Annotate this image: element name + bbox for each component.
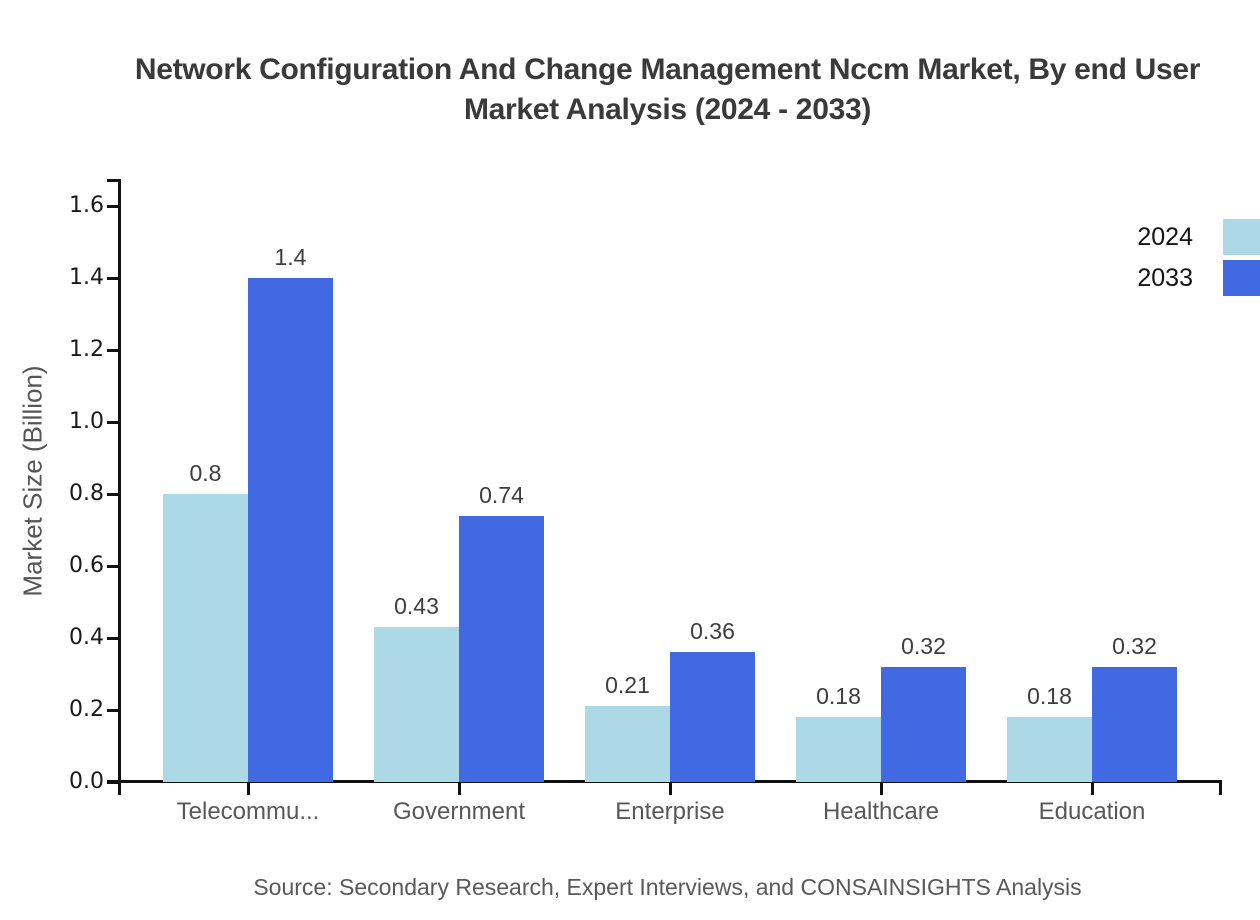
- x-tick-mark: [880, 783, 883, 795]
- y-tick-label: 0.4: [69, 625, 104, 650]
- y-tick-mark: [107, 565, 119, 568]
- bar-value-label: 0.8: [189, 460, 222, 486]
- y-tick-mark: [107, 637, 119, 640]
- x-category-label: Education: [1038, 798, 1146, 825]
- x-category-label: Telecommu...: [176, 798, 320, 825]
- bar-2033-telecommu: [248, 278, 333, 782]
- y-axis-spine: [118, 179, 121, 795]
- y-tick-label: 0.2: [69, 697, 104, 722]
- legend-item-2024: 2024: [1137, 219, 1260, 255]
- x-axis-end-cap-tick: [1219, 783, 1222, 795]
- legend: 2024 2033: [1137, 219, 1260, 296]
- bar-2033-healthcare: [881, 666, 966, 782]
- legend-label: 2024: [1137, 223, 1193, 251]
- y-tick-label: 1.4: [69, 265, 104, 290]
- bar-value-label: 0.32: [901, 632, 946, 659]
- bar-2033-government: [459, 515, 544, 782]
- y-tick-label: 0.8: [69, 481, 104, 506]
- bar-value-label: 0.21: [605, 672, 650, 699]
- x-category-label: Government: [392, 798, 526, 825]
- bar-value-label: 0.18: [816, 683, 861, 710]
- bar-value-label: 0.18: [1027, 683, 1072, 710]
- y-tick-mark: [107, 493, 119, 496]
- chart-title: Network Configuration And Change Managem…: [70, 50, 1260, 130]
- bar-2033-enterprise: [670, 652, 755, 782]
- bar-2024-government: [374, 627, 459, 782]
- y-tick-mark: [107, 205, 119, 208]
- legend-swatch: [1223, 219, 1260, 255]
- y-tick-label: 0.0: [69, 769, 104, 794]
- bar-value-label: 0.43: [394, 593, 439, 620]
- x-category-label: Enterprise: [615, 798, 725, 825]
- y-tick-label: 1.6: [69, 193, 104, 218]
- x-tick-mark: [247, 783, 250, 795]
- bar-value-label: 0.74: [479, 481, 524, 508]
- legend-label: 2033: [1137, 264, 1193, 292]
- bar-value-label: 1.4: [274, 244, 307, 270]
- bar-value-label: 0.32: [1112, 632, 1157, 659]
- y-tick-label: 1.2: [69, 337, 104, 362]
- bar-2033-education: [1092, 666, 1177, 782]
- bar-2024-enterprise: [585, 706, 670, 782]
- bar-value-label: 0.36: [690, 618, 735, 645]
- x-tick-mark: [1091, 783, 1094, 795]
- y-tick-mark: [107, 781, 119, 784]
- y-tick-mark: [107, 277, 119, 280]
- chart-title-line-2: Market Analysis (2024 - 2033): [463, 93, 872, 126]
- y-axis-top-cap-tick: [107, 179, 119, 182]
- legend-item-2033: 2033: [1137, 260, 1260, 296]
- y-tick-mark: [107, 421, 119, 424]
- source-note: Source: Secondary Research, Expert Inter…: [253, 874, 1082, 900]
- bar-2024-healthcare: [796, 717, 881, 782]
- x-tick-mark: [669, 783, 672, 795]
- legend-swatch: [1223, 260, 1260, 296]
- x-tick-mark: [458, 783, 461, 795]
- y-tick-label: 0.6: [69, 553, 104, 578]
- x-category-label: Healthcare: [822, 798, 940, 825]
- bar-2024-telecommu: [163, 494, 248, 782]
- y-tick-mark: [107, 709, 119, 712]
- y-tick-label: 1.0: [69, 409, 104, 434]
- bar-2024-education: [1007, 717, 1092, 782]
- chart-title-line-1: Network Configuration And Change Managem…: [134, 53, 1201, 86]
- y-tick-mark: [107, 349, 119, 352]
